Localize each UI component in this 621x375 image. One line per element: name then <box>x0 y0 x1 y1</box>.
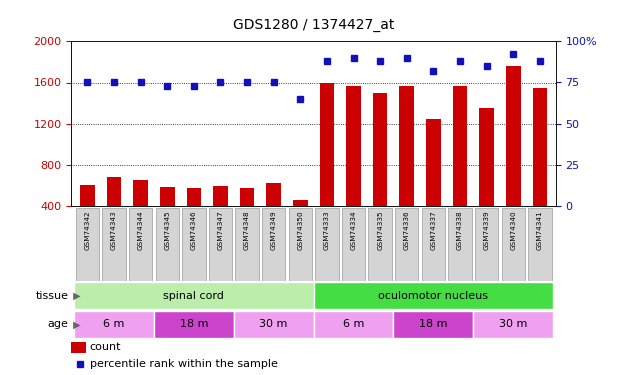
Bar <box>426 118 441 206</box>
Bar <box>186 188 201 206</box>
Bar <box>209 208 232 281</box>
Bar <box>506 66 520 206</box>
Text: 30 m: 30 m <box>499 320 527 329</box>
Text: 30 m: 30 m <box>260 320 288 329</box>
Bar <box>102 208 125 281</box>
Text: GSM74341: GSM74341 <box>537 210 543 250</box>
Bar <box>80 184 94 206</box>
Text: count: count <box>90 342 121 352</box>
Text: GSM74345: GSM74345 <box>164 210 170 250</box>
Text: 6 m: 6 m <box>343 320 364 329</box>
Text: GSM74348: GSM74348 <box>244 210 250 250</box>
Text: percentile rank within the sample: percentile rank within the sample <box>90 359 278 369</box>
Text: GSM74347: GSM74347 <box>217 210 224 250</box>
Bar <box>473 311 553 338</box>
Bar <box>394 311 473 338</box>
Text: GDS1280 / 1374427_at: GDS1280 / 1374427_at <box>233 18 394 32</box>
Bar <box>74 311 154 338</box>
Bar <box>373 93 388 206</box>
Bar <box>346 86 361 206</box>
Bar <box>342 208 365 281</box>
Text: GSM74335: GSM74335 <box>377 210 383 250</box>
Bar <box>134 180 148 206</box>
Text: GSM74334: GSM74334 <box>350 210 356 250</box>
Text: GSM74338: GSM74338 <box>457 210 463 250</box>
Bar <box>240 188 255 206</box>
Text: oculomotor nucleus: oculomotor nucleus <box>378 291 488 301</box>
Text: tissue: tissue <box>35 291 68 301</box>
Bar <box>422 208 445 281</box>
Bar <box>320 83 334 206</box>
Bar <box>76 208 99 281</box>
Bar <box>315 208 338 281</box>
Bar <box>74 282 314 309</box>
Bar <box>107 177 121 206</box>
Bar <box>502 208 525 281</box>
Text: GSM74349: GSM74349 <box>271 210 277 250</box>
Bar <box>266 183 281 206</box>
Bar <box>528 208 551 281</box>
Bar <box>399 86 414 206</box>
Bar <box>233 311 314 338</box>
Text: spinal cord: spinal cord <box>163 291 224 301</box>
Bar <box>453 86 467 206</box>
Text: GSM74346: GSM74346 <box>191 210 197 250</box>
Bar <box>129 208 152 281</box>
Bar <box>155 208 179 281</box>
Bar <box>479 108 494 206</box>
Bar <box>154 311 233 338</box>
Text: GSM74333: GSM74333 <box>324 210 330 250</box>
Text: GSM74336: GSM74336 <box>404 210 410 250</box>
Text: 18 m: 18 m <box>419 320 448 329</box>
Text: GSM74343: GSM74343 <box>111 210 117 250</box>
Text: GSM74350: GSM74350 <box>297 210 303 250</box>
Text: 18 m: 18 m <box>179 320 208 329</box>
Text: ▶: ▶ <box>70 320 81 329</box>
Bar <box>235 208 259 281</box>
Bar <box>213 186 228 206</box>
Text: ▶: ▶ <box>70 291 81 301</box>
Bar <box>368 208 392 281</box>
Bar <box>71 342 86 353</box>
Bar <box>182 208 206 281</box>
Bar <box>314 282 553 309</box>
Text: GSM74342: GSM74342 <box>84 210 91 250</box>
Bar <box>160 187 175 206</box>
Text: age: age <box>47 320 68 329</box>
Bar <box>262 208 286 281</box>
Text: 6 m: 6 m <box>103 320 125 329</box>
Bar <box>448 208 472 281</box>
Bar <box>532 88 547 206</box>
Text: GSM74339: GSM74339 <box>484 210 489 250</box>
Text: GSM74344: GSM74344 <box>138 210 143 250</box>
Bar <box>289 208 312 281</box>
Bar <box>293 200 307 206</box>
Text: GSM74337: GSM74337 <box>430 210 437 250</box>
Bar <box>475 208 498 281</box>
Bar <box>314 311 394 338</box>
Text: GSM74340: GSM74340 <box>510 210 516 250</box>
Bar <box>395 208 419 281</box>
